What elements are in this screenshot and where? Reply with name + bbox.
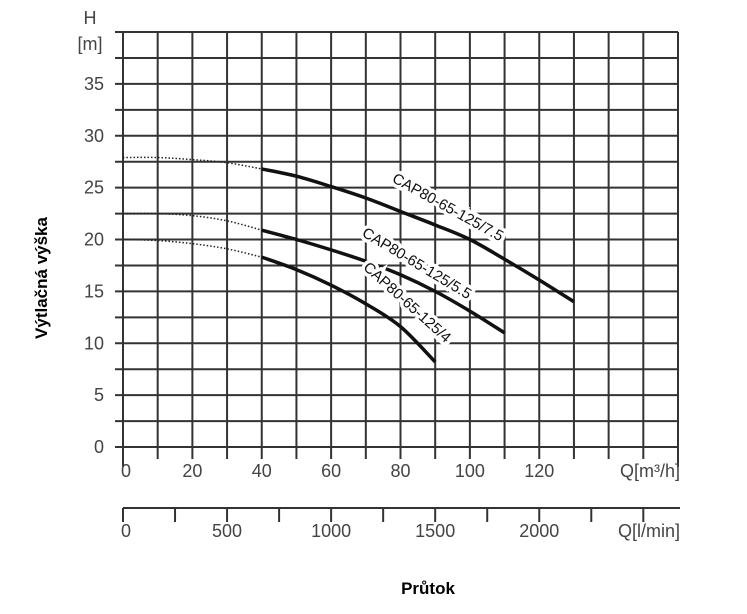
secondary-x-tick-label: 1000 xyxy=(311,521,351,541)
x-tick-label: 60 xyxy=(321,461,341,481)
y-tick-label: 10 xyxy=(84,333,104,353)
y-tick-label: 15 xyxy=(84,281,104,301)
y-unit-h: H xyxy=(84,8,97,28)
series-dotted-line xyxy=(122,156,262,170)
series-line xyxy=(261,255,437,364)
x-tick-label: 120 xyxy=(524,461,554,481)
series-line xyxy=(261,167,575,304)
secondary-x-tick-label: 2000 xyxy=(519,521,559,541)
secondary-x-tick-label: 0 xyxy=(121,521,131,541)
y-unit-m: [m] xyxy=(78,34,103,54)
y-tick-label: 35 xyxy=(84,74,104,94)
y-tick-label: 0 xyxy=(94,437,104,457)
x-tick-label: 40 xyxy=(252,461,272,481)
tick-labels: 0 20 40 60 80 100 120 0 5 10 15 20 25 30 35 0 500 1000 150… xyxy=(84,74,559,541)
y-tick-label: 5 xyxy=(94,385,104,405)
series-line xyxy=(261,228,506,335)
x-tick-label: 80 xyxy=(390,461,410,481)
series-label: CAP80-65-125/7.5 xyxy=(389,170,506,245)
x-axis-title: Průtok xyxy=(401,579,455,598)
y-tick-label: 30 xyxy=(84,126,104,146)
x-tick-label: 20 xyxy=(182,461,202,481)
series-dotted-line xyxy=(122,212,262,231)
x-unit-secondary: Q[l/min] xyxy=(618,521,680,541)
y-tick-label: 25 xyxy=(84,178,104,198)
secondary-x-tick-label: 500 xyxy=(212,521,242,541)
y-axis-title: Výtlačná výška xyxy=(32,216,51,338)
secondary-x-tick-label: 1500 xyxy=(415,521,455,541)
x-tick-label: 0 xyxy=(121,461,131,481)
series-dotted-line xyxy=(122,238,262,258)
y-tick-label: 20 xyxy=(84,230,104,250)
x-tick-label: 100 xyxy=(455,461,485,481)
grid xyxy=(115,31,680,522)
curves xyxy=(122,156,575,364)
x-unit-primary: Q[m³/h] xyxy=(620,461,680,481)
